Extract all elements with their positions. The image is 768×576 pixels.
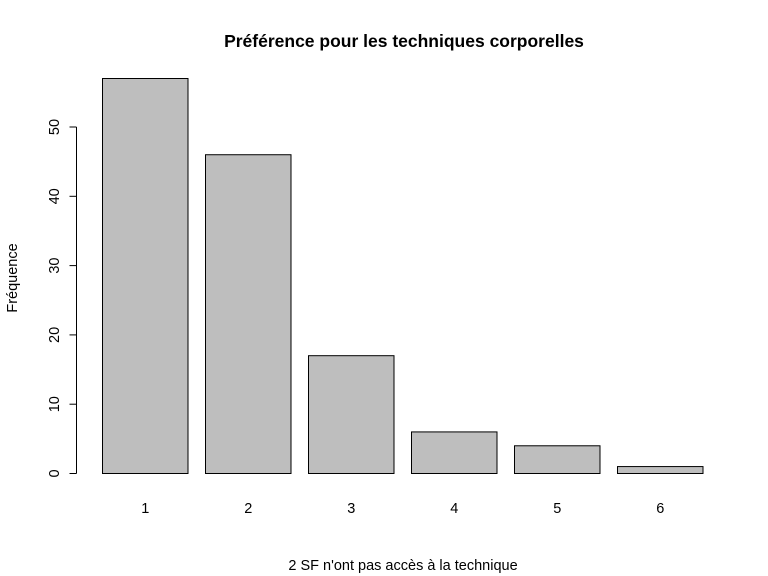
bar-2 (205, 154, 292, 475)
x-axis-label: 2 SF n'ont pas accès à la technique (288, 558, 517, 574)
y-axis: 0 10 20 30 40 50 (47, 119, 77, 478)
x-tick-label-6: 6 (656, 501, 664, 517)
bars-group (102, 78, 704, 475)
x-tick-label-1: 1 (141, 501, 149, 517)
y-tick-label-20: 20 (47, 327, 63, 343)
bar-1 (102, 78, 189, 474)
x-tick-labels: 1 2 3 4 5 6 (141, 501, 664, 517)
y-tick-label-40: 40 (47, 188, 63, 204)
y-tick-label-50: 50 (47, 119, 63, 135)
y-tick-label-10: 10 (47, 396, 63, 412)
x-tick-label-3: 3 (347, 501, 355, 517)
y-tick-label-30: 30 (47, 258, 63, 274)
chart-title: Préférence pour les techniques corporell… (224, 31, 584, 51)
y-axis-label: Fréquence (5, 243, 21, 312)
bar-6 (617, 466, 704, 475)
x-tick-label-4: 4 (450, 501, 458, 517)
bar-3 (308, 355, 395, 475)
bar-5 (514, 445, 601, 474)
bar-4 (411, 431, 498, 474)
x-tick-label-2: 2 (244, 501, 252, 517)
x-tick-label-5: 5 (553, 501, 561, 517)
y-tick-label-0: 0 (47, 469, 63, 477)
